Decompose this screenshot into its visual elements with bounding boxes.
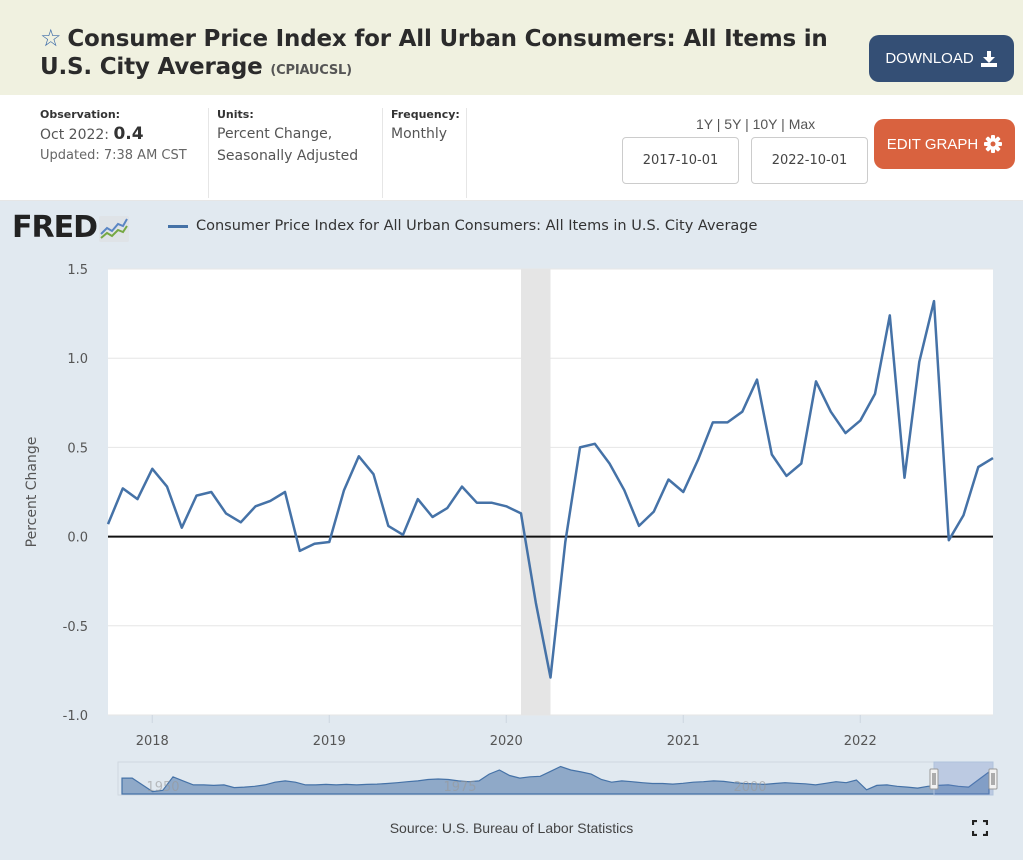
start-date-input[interactable]: 2017-10-01 — [622, 137, 739, 184]
observation-block: Observation: Oct 2022: 0.4 Updated: 7:38… — [40, 108, 187, 166]
source-note: Source: U.S. Bureau of Labor Statistics — [389, 820, 634, 836]
divider — [208, 108, 209, 198]
units-label: Units: — [217, 108, 254, 121]
range-max[interactable]: Max — [788, 116, 816, 132]
series-title: Consumer Price Index for All Urban Consu… — [40, 26, 828, 80]
observation-label: Observation: — [40, 108, 121, 121]
range-5y[interactable]: 5Y — [724, 116, 742, 132]
range-1y[interactable]: 1Y — [696, 116, 713, 132]
page-title: ☆ Consumer Price Index for All Urban Cons… — [40, 24, 860, 85]
range-separator: | — [745, 116, 749, 132]
units-block: Units: Percent Change, Seasonally Adjust… — [217, 108, 358, 167]
gear-icon — [984, 135, 1003, 153]
download-icon — [980, 50, 997, 67]
range-10y[interactable]: 10Y — [752, 116, 778, 132]
download-label: DOWNLOAD — [885, 50, 974, 67]
series-header: ☆ Consumer Price Index for All Urban Cons… — [0, 0, 1023, 95]
units-line2: Seasonally Adjusted — [217, 148, 359, 164]
fred-logo-text: FRED — [12, 210, 98, 245]
legend-label[interactable]: Consumer Price Index for All Urban Consu… — [196, 218, 758, 234]
star-icon[interactable]: ☆ — [40, 24, 62, 52]
graph-panel — [0, 200, 1023, 860]
observation-value: 0.4 — [113, 124, 144, 144]
frequency-label: Frequency: — [391, 108, 460, 121]
divider — [382, 108, 383, 198]
fullscreen-icon[interactable] — [972, 820, 988, 836]
edit-graph-label: EDIT GRAPH — [886, 135, 979, 153]
legend-swatch — [168, 224, 188, 228]
frequency-value: Monthly — [391, 126, 448, 142]
range-separator: | — [781, 116, 785, 132]
frequency-block: Frequency: Monthly — [391, 108, 460, 145]
fred-chart-icon — [99, 215, 129, 242]
range-separator: | — [716, 116, 721, 132]
units-line1: Percent Change, — [217, 126, 333, 142]
chart-legend: Consumer Price Index for All Urban Consu… — [168, 218, 757, 234]
edit-graph-button[interactable]: EDIT GRAPH — [874, 119, 1015, 169]
divider — [466, 108, 467, 198]
series-id: (CPIAUCSL) — [270, 63, 352, 78]
updated-time: Updated: 7:38 AM CST — [40, 148, 187, 163]
observation-date: Oct 2022: — [40, 127, 110, 143]
download-button[interactable]: DOWNLOAD — [869, 35, 1014, 82]
fred-logo: FRED — [12, 210, 129, 245]
end-date-input[interactable]: 2022-10-01 — [751, 137, 868, 184]
range-selector: 1Y | 5Y | 10Y | Max — [696, 116, 815, 132]
